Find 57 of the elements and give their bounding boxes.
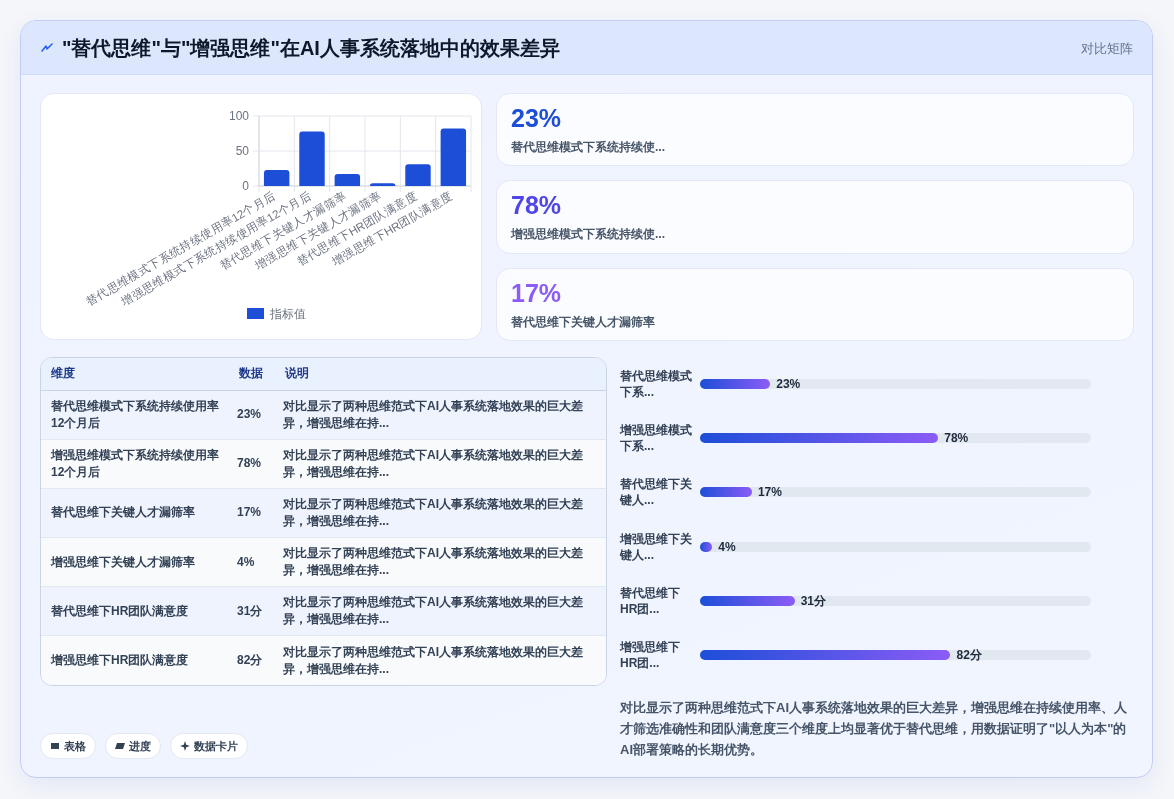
y-tick-label: 增强思维下HR团...: [620, 638, 681, 671]
text: 对比显示了两种思维范式下AI人事系统落地效果的巨大差异，增强思维在持续使用率、人才筛选准确性和团队满意度三个维度上均显著优于替代思维，用数据证明了"以人为本"的AI部署策略的长期优势。: [620, 699, 1128, 759]
data-label: 4%: [718, 538, 736, 555]
text: 对比显示了两种思维范式下AI人事系统落地效果的巨大差异，增强思维在持...: [275, 586, 606, 636]
bar: [299, 131, 325, 186]
text: 23%: [237, 407, 262, 422]
bar: [440, 128, 467, 186]
data-label: 23%: [776, 376, 801, 393]
text: 对比显示了两种思维范式下AI人事系统落地效果的巨大差异，增强思维在持...: [275, 488, 606, 538]
text: 对比显示了两种思维范式下AI人事系统落地效果的巨大差异，增强思维在持...: [275, 439, 606, 489]
category-label: 替代思维下关键人才漏筛率: [41, 488, 229, 538]
text: 进度: [129, 738, 151, 754]
bar: [700, 595, 795, 606]
y-tick-label: 50: [235, 144, 250, 158]
y-tick-label: 0: [242, 179, 250, 193]
text: 对比显示了两种思维范式下AI人事系统落地效果的巨大差异，增强思维在持...: [275, 537, 606, 587]
y-tick-label: 替代思维下关键人...: [620, 476, 693, 509]
legend-label: 指标值: [269, 307, 306, 321]
category-label: 替代思维模式下系统持续使用率12个月后: [41, 390, 229, 440]
text: 17%: [237, 505, 262, 520]
bar: [405, 164, 431, 186]
text: 78%: [237, 456, 262, 471]
text: 增强思维模式下系统持续使...: [511, 226, 666, 244]
text: 对比矩阵: [1081, 40, 1133, 58]
text: 31分: [237, 603, 263, 618]
text: 82分: [237, 653, 263, 668]
y-tick-label: 100: [228, 109, 250, 123]
bar: [700, 487, 752, 498]
category-label: 替代思维下HR团队满意度: [41, 586, 229, 636]
text: 17%: [511, 278, 562, 308]
text: "替代思维"与"增强思维"在AI人事系统落地中的效果差异: [62, 36, 560, 61]
y-tick-label: 替代思维下HR团...: [620, 584, 681, 617]
text: 23%: [511, 104, 562, 133]
text: 表格: [64, 738, 86, 754]
data-label: 78%: [944, 430, 969, 447]
y-tick-label: 增强思维模式下系...: [620, 422, 693, 455]
data-label: 17%: [757, 484, 782, 501]
text: 维度: [41, 358, 229, 390]
text: 4%: [237, 554, 255, 569]
y-tick-label: 替代思维模式下系...: [620, 368, 693, 401]
text: 对比显示了两种思维范式下AI人事系统落地效果的巨大差异，增强思维在持...: [275, 390, 606, 440]
text: 说明: [275, 358, 606, 390]
bar: [700, 379, 771, 390]
text: 数据卡片: [194, 738, 238, 754]
data-label: 31分: [800, 592, 827, 609]
text: 对比显示了两种思维范式下AI人事系统落地效果的巨大差异，增强思维在持...: [282, 643, 584, 678]
text: 数据: [229, 358, 275, 390]
category-label: 增强思维模式下系统持续使用率12个月后: [41, 439, 229, 489]
category-label: 增强思维下关键人才漏筛率: [41, 537, 229, 587]
text: 78%: [511, 191, 562, 221]
text: 替代思维模式下系统持续使...: [511, 139, 666, 156]
bar: [263, 169, 290, 186]
data-label: 82分: [956, 646, 982, 663]
y-tick-label: 增强思维下关键人...: [620, 530, 693, 563]
category-label: 增强思维下HR团队满意度: [49, 652, 190, 670]
bar: [334, 174, 361, 186]
text: 替代思维下关键人才漏筛率: [511, 313, 655, 331]
